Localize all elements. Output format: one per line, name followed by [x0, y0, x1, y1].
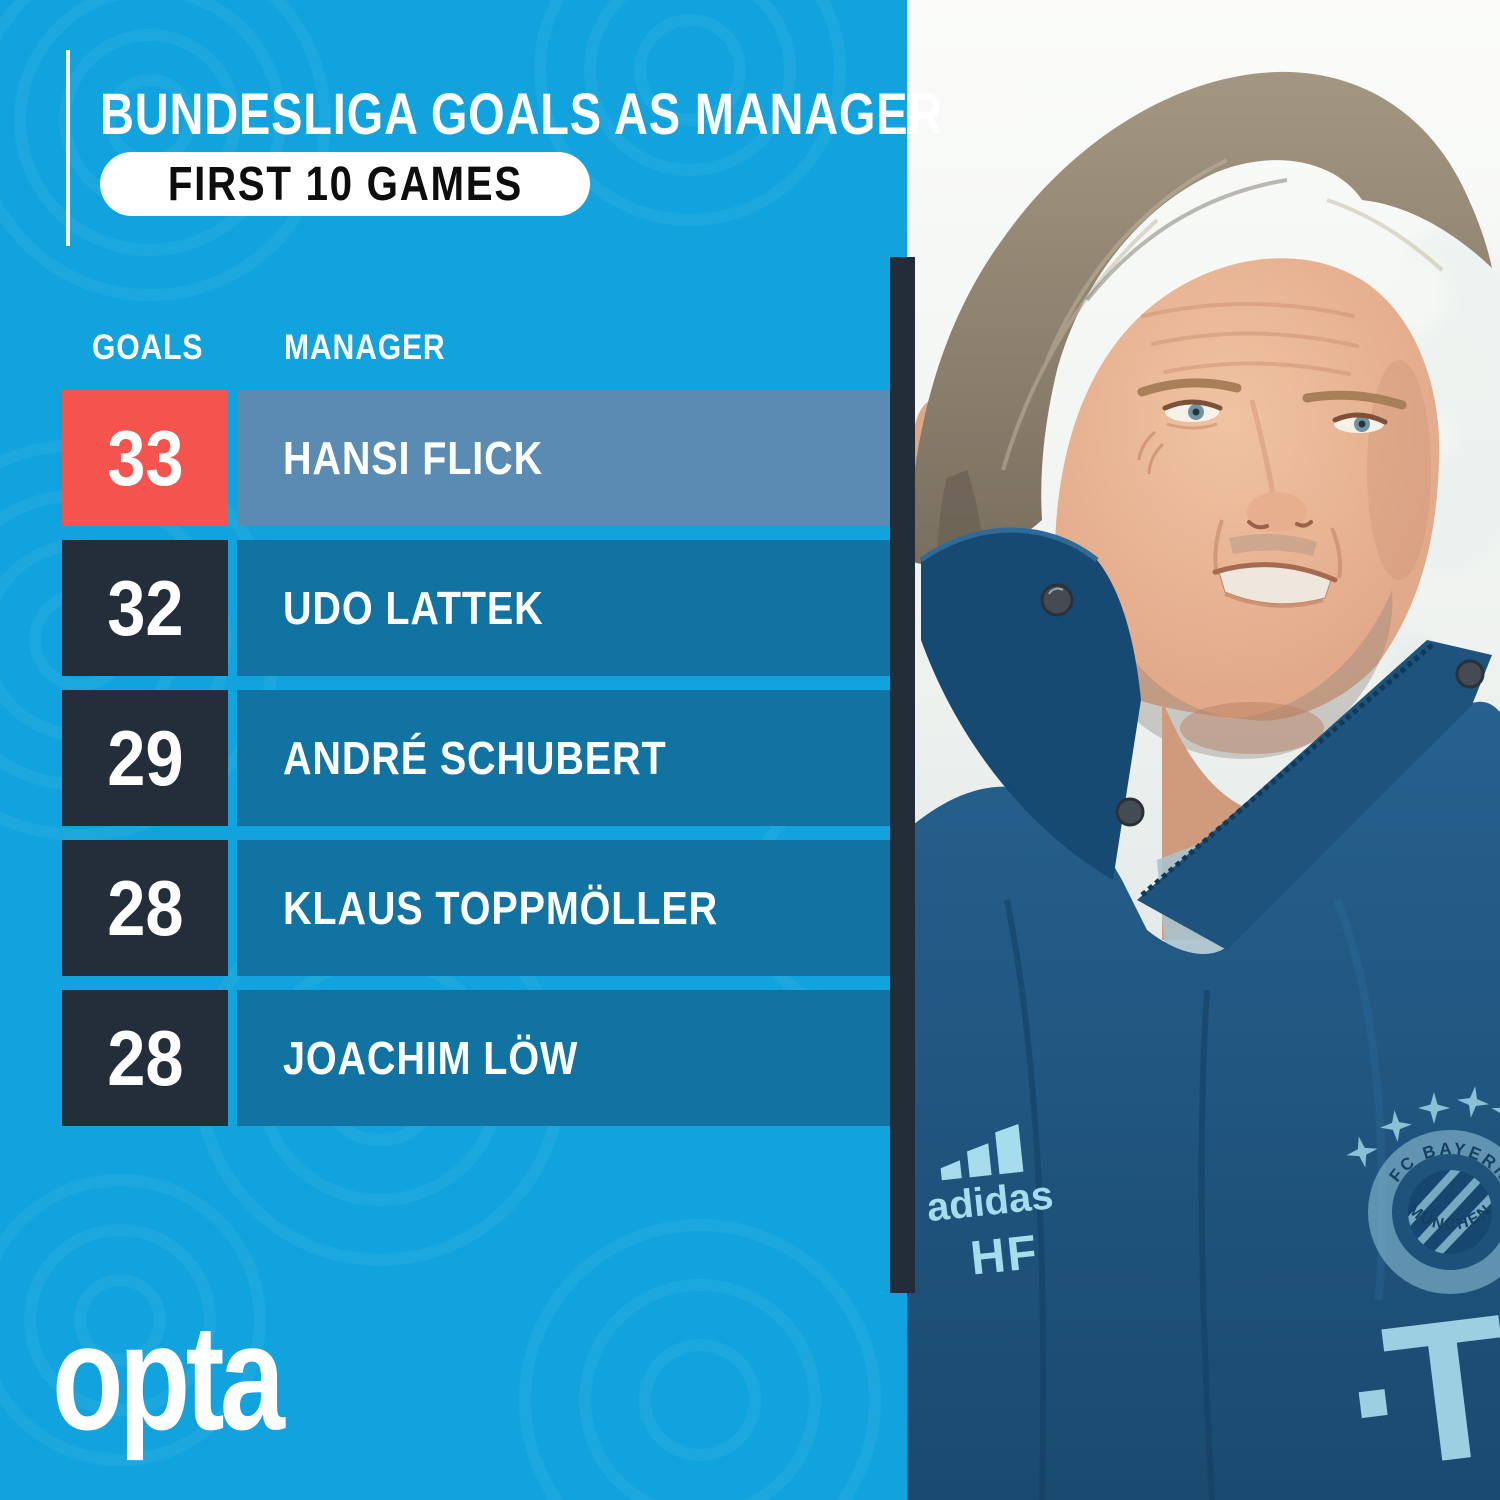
manager-name: UDO LATTEK	[283, 582, 544, 634]
smile-wrinkles	[1137, 430, 1165, 475]
snap-buttons	[1040, 583, 1485, 827]
stat-panel: BUNDESLIGA GOALS AS MANAGER FIRST 10 GAM…	[52, 50, 942, 1461]
column-header-goals: GOALS	[92, 328, 204, 367]
goals-cell: 32	[62, 540, 228, 676]
mouth	[1212, 562, 1338, 608]
crest-stars	[1346, 1086, 1500, 1168]
subtitle-badge: FIRST 10 GAMES	[100, 152, 590, 216]
manager-bar: KLAUS TOPPMÖLLER	[237, 840, 890, 976]
manager-bar: HANSI FLICK	[237, 390, 890, 526]
manager-bar: JOACHIM LÖW	[237, 990, 890, 1126]
hansi-flick-photo: adidas HF FC BAYERN MÜNCHEN	[907, 0, 1500, 1500]
eyebrows	[1137, 378, 1407, 410]
manager-name: ANDRÉ SCHUBERT	[283, 732, 667, 784]
nose	[1247, 399, 1313, 532]
goals-cell: 33	[62, 390, 228, 526]
page-title: BUNDESLIGA GOALS AS MANAGER	[100, 86, 1141, 144]
table-row: 28 KLAUS TOPPMÖLLER	[62, 840, 890, 976]
manager-name: HANSI FLICK	[283, 432, 544, 484]
goals-value: 33	[106, 413, 184, 502]
manager-name: KLAUS TOPPMÖLLER	[283, 882, 719, 934]
column-header-manager: MANAGER	[284, 328, 446, 367]
forehead-wrinkles	[1141, 302, 1359, 376]
manager-name: JOACHIM LÖW	[283, 1032, 579, 1084]
face	[912, 258, 1440, 759]
goals-value: 28	[106, 863, 184, 952]
goals-value: 32	[106, 563, 184, 652]
jacket-initials: HF	[968, 1226, 1041, 1286]
table-row: 28 JOACHIM LÖW	[62, 990, 890, 1126]
stat-table: 33 HANSI FLICK 32 UDO LATTEK 29	[62, 390, 890, 1140]
goals-cell: 28	[62, 840, 228, 976]
table-shadow-strip	[890, 257, 915, 1293]
table-row: 33 HANSI FLICK	[62, 390, 890, 526]
jacket: adidas HF FC BAYERN MÜNCHEN	[907, 527, 1500, 1500]
telekom-letter: T	[1374, 1273, 1500, 1500]
eyes	[1162, 399, 1388, 433]
manager-bar: UDO LATTEK	[237, 540, 890, 676]
chin-shadow	[1180, 702, 1324, 754]
table-row: 32 UDO LATTEK	[62, 540, 890, 676]
goals-value: 29	[106, 713, 184, 802]
opta-logo: opta	[52, 1293, 285, 1461]
page-title-text: BUNDESLIGA GOALS AS MANAGER	[100, 82, 944, 147]
telekom-logo: T	[1358, 1273, 1500, 1500]
goals-cell: 29	[62, 690, 228, 826]
subtitle-badge-text: FIRST 10 GAMES	[167, 157, 523, 211]
title-accent-line	[66, 50, 70, 246]
goals-value: 28	[106, 1013, 184, 1102]
manager-bar: ANDRÉ SCHUBERT	[237, 690, 890, 826]
adidas-logo	[940, 1123, 1024, 1181]
table-row: 29 ANDRÉ SCHUBERT	[62, 690, 890, 826]
goals-cell: 28	[62, 990, 228, 1126]
